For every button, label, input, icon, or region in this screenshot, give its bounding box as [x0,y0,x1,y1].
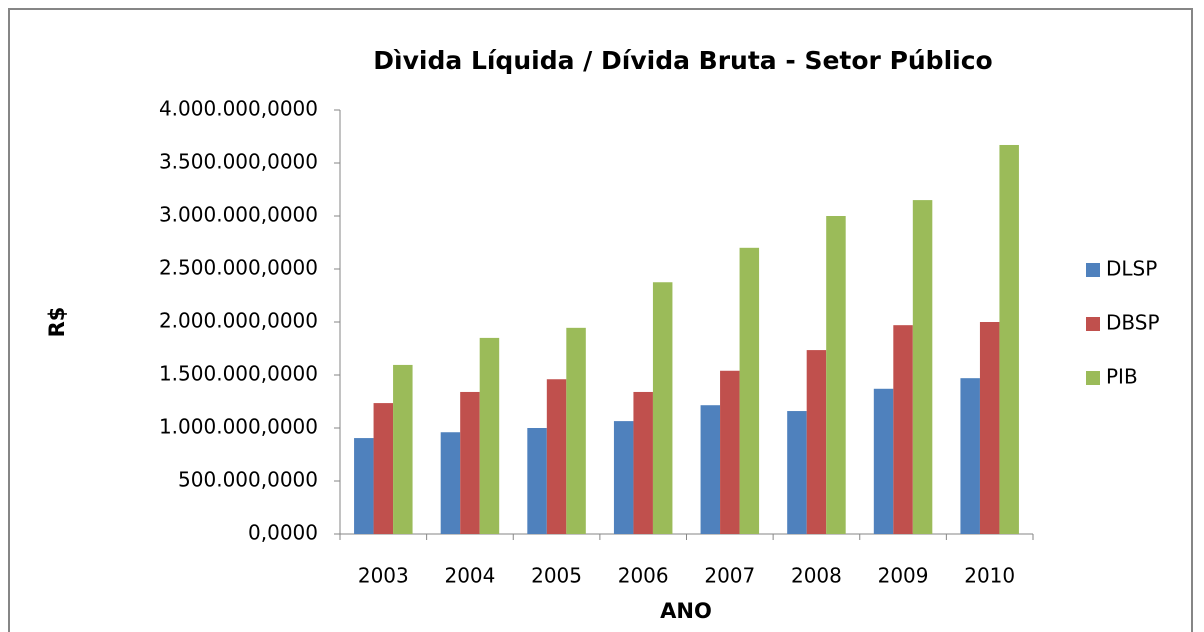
bar [912,200,933,534]
bar [739,247,760,535]
bar [479,337,500,534]
bar [527,428,547,534]
y-tick-label: 3.000.000,0000 [159,203,318,227]
x-tick-label: 2009 [878,564,929,588]
x-tick-label: 2003 [358,564,409,588]
bar [373,403,394,534]
y-tick-label: 1.000.000,0000 [159,415,318,439]
bar [720,370,740,534]
x-tick-label: 2008 [791,564,842,588]
bar [999,144,1019,535]
bar [652,282,673,534]
y-tick-label: 2.500.000,0000 [159,256,318,280]
x-tick-label: 2005 [531,564,582,588]
y-tick-label: 500.000,0000 [178,468,318,492]
bar [700,405,721,534]
bar [393,364,413,534]
legend-label: PIB [1106,365,1138,389]
y-tick-label: 4.000.000,0000 [159,97,318,121]
x-tick-label: 2004 [444,564,495,588]
y-tick-label: 2.000.000,0000 [159,309,318,333]
bar [979,322,1000,534]
bar [440,432,461,534]
bar [960,378,980,534]
x-tick-label: 2007 [704,564,755,588]
bar [633,391,653,534]
bar [566,327,586,534]
bar [546,379,567,534]
chart-title: Dìvida Líquida / Dívida Bruta - Setor Pú… [373,46,992,75]
bar [826,216,846,534]
x-tick-label: 2006 [618,564,669,588]
y-tick-label: 0,0000 [248,521,318,545]
x-tick-label: 2010 [964,564,1015,588]
y-axis-label: R$ [45,307,69,338]
y-tick-label: 1.500.000,0000 [159,362,318,386]
legend-swatch [1086,263,1100,277]
bar [787,411,807,534]
bar [460,391,480,534]
legend-swatch [1086,317,1100,331]
legend-label: DLSP [1106,257,1157,281]
x-axis-label: ANO [660,599,712,623]
bar [806,350,827,534]
legend-label: DBSP [1106,311,1160,335]
bar [893,325,913,534]
y-tick-label: 3.500.000,0000 [159,150,318,174]
bar [354,438,374,534]
bar [873,388,894,534]
bar [613,421,634,534]
legend-swatch [1086,371,1100,385]
